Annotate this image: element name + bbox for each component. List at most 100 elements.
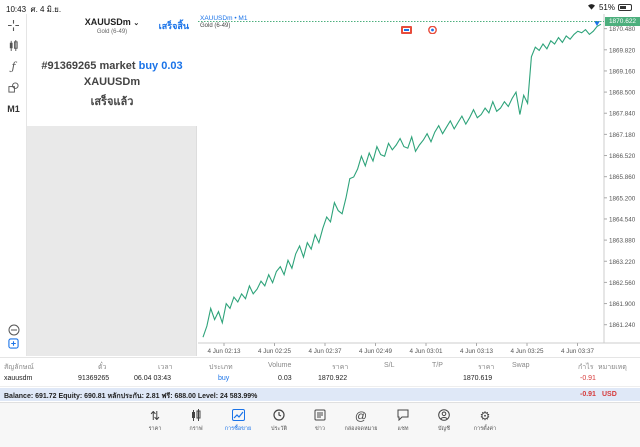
x-tick-label: 4 Jun 02:49 — [359, 348, 392, 355]
y-tick-label: 1866.520 — [609, 153, 636, 160]
tab-chat[interactable]: แชท — [383, 409, 423, 433]
order-action: buy 0.03 — [138, 60, 183, 72]
objects-icon[interactable] — [0, 78, 27, 96]
row-type: buy — [218, 375, 230, 382]
tab-label: แชท — [397, 426, 409, 432]
col-swap: Swap — [512, 362, 530, 369]
y-tick-label: 1864.540 — [609, 216, 636, 223]
tab-settings[interactable]: ⚙ การตั้งค่า — [465, 409, 505, 433]
function-icon[interactable]: ƒ — [11, 59, 16, 73]
left-toolbar: ƒ M1 — [0, 14, 27, 356]
account-icon — [424, 409, 464, 425]
col-type: ประเภท — [209, 364, 233, 371]
tab-label: การซื้อขาย — [224, 426, 252, 432]
currency: USD — [602, 391, 617, 398]
order-panel: XAUUSDm ⌄ Gold (6-49) เสร็จสิ้น #9136926… — [27, 14, 197, 356]
y-tick-label: 1863.880 — [609, 238, 636, 245]
y-tick-label: 1862.560 — [609, 280, 636, 287]
chevron-down-icon: ⌄ — [133, 20, 140, 27]
status-date: ศ. 4 มิ.ย. — [30, 5, 62, 14]
col-symbol: สัญลักษณ์ — [4, 364, 34, 371]
row-time: 06.04 03:43 — [134, 375, 171, 382]
one-click-trading-icon[interactable] — [427, 21, 438, 39]
y-tick-label: 1870.480 — [609, 26, 636, 33]
tab-chart[interactable]: กราฟ — [176, 409, 216, 433]
at-mail-icon: @ — [354, 409, 368, 423]
crosshair-icon[interactable] — [0, 16, 27, 34]
settings-gear-icon: ⚙ — [479, 409, 491, 423]
history-clock-icon — [259, 409, 299, 425]
y-tick-label: 1865.200 — [609, 195, 636, 202]
chart-symbol-header: XAUUSDm • M1 — [200, 15, 248, 22]
battery-icon — [618, 4, 632, 11]
battery-percent: 51% — [598, 3, 615, 12]
candles-icon — [176, 409, 216, 425]
x-tick-label: 4 Jun 03:13 — [460, 348, 493, 355]
balance-bar: Balance: 691.72 Equity: 690.81 หลักประกั… — [0, 388, 640, 401]
y-tick-label: 1863.220 — [609, 259, 636, 266]
add-icon[interactable] — [0, 334, 27, 352]
tab-mailbox[interactable]: @ กล่องจดหมาย — [341, 409, 381, 433]
tab-label: ประวัติ — [270, 426, 288, 432]
col-tp: T/P — [432, 362, 443, 369]
x-tick-label: 4 Jun 03:37 — [561, 348, 594, 355]
status-bar: 10:43 ศ. 4 มิ.ย. 51% — [0, 0, 640, 14]
trade-arrows-icon: ⇅ — [149, 409, 161, 423]
row-current-price: 1870.619 — [463, 375, 493, 382]
row-volume: 0.03 — [278, 375, 292, 382]
y-tick-label: 1861.240 — [609, 322, 636, 329]
y-tick-label: 1867.180 — [609, 132, 636, 139]
row-ticket: 91369265 — [78, 375, 110, 382]
chat-bubble-icon — [383, 409, 423, 425]
current-price-label: 1870.622 — [605, 17, 640, 26]
col-sl: S/L — [384, 362, 395, 369]
y-tick-label: 1869.160 — [609, 68, 636, 75]
tab-label: ข่าว — [315, 426, 325, 432]
tab-label: กล่องจดหมาย — [344, 426, 378, 432]
chart-trend-icon — [218, 409, 258, 425]
order-line: #91369265 market buy 0.03 — [27, 60, 197, 72]
x-tick-label: 4 Jun 03:01 — [410, 348, 443, 355]
tab-quotes[interactable]: ⇅ ราคา — [135, 409, 175, 433]
chart-canvas: 1870.480 1869.820 1869.160 1868.500 1867.840… — [198, 14, 640, 355]
chart-timeframe: M1 — [238, 15, 248, 22]
chart-symbol: XAUUSDm — [200, 15, 233, 22]
chart-description: Gold (6-49) — [200, 23, 231, 29]
col-ticket: ตั๋ว — [98, 364, 107, 371]
trade-level-icon[interactable] — [401, 21, 412, 39]
col-price: ราคา — [332, 364, 349, 371]
y-tick-label: 1865.860 — [609, 174, 636, 181]
bid-arrow-icon — [594, 13, 600, 31]
col-volume: Volume — [268, 362, 292, 369]
total-profit: -0.91 — [580, 391, 596, 398]
row-price: 1870.922 — [318, 375, 348, 382]
price-chart[interactable]: XAUUSDm • M1 Gold (6-49) 1870.480 1869.82… — [198, 14, 640, 356]
positions-table-header: สัญลักษณ์ ตั๋ว เวลา ประเภท Volume ราคา S… — [0, 357, 640, 371]
indicators-icon[interactable] — [0, 36, 27, 54]
tab-label: กราฟ — [189, 426, 203, 432]
table-row[interactable]: xauusdm 91369265 06.04 03:43 buy 0.03 18… — [0, 371, 640, 387]
symbol-name: XAUUSDm — [84, 17, 131, 27]
row-symbol: xauusdm — [4, 375, 33, 382]
col-profit: กำไร — [578, 364, 594, 371]
order-ticket: #91369265 market — [41, 60, 136, 72]
timeframe-button[interactable]: M1 — [7, 104, 20, 114]
y-tick-label: 1867.840 — [609, 111, 636, 118]
order-status: เสร็จแล้ว — [90, 96, 134, 108]
row-profit: -0.91 — [580, 375, 596, 382]
tab-trade[interactable]: การซื้อขาย — [218, 409, 258, 433]
done-button[interactable]: เสร็จสิ้น — [158, 21, 189, 31]
col-current-price: ราคา — [478, 364, 495, 371]
order-symbol: XAUUSDm — [83, 76, 141, 88]
tab-label: ราคา — [148, 426, 162, 432]
tab-account[interactable]: บัญชี — [424, 409, 464, 433]
tab-news[interactable]: ข่าว — [300, 409, 340, 433]
symbol-selector[interactable]: XAUUSDm ⌄ — [27, 17, 197, 27]
tab-history[interactable]: ประวัติ — [259, 409, 299, 433]
news-icon — [300, 409, 340, 425]
tab-label: การตั้งค่า — [473, 426, 497, 432]
x-tick-label: 4 Jun 03:25 — [511, 348, 544, 355]
zoom-icon[interactable] — [0, 321, 27, 339]
y-tick-label: 1861.900 — [609, 301, 636, 308]
price-line — [202, 23, 602, 338]
